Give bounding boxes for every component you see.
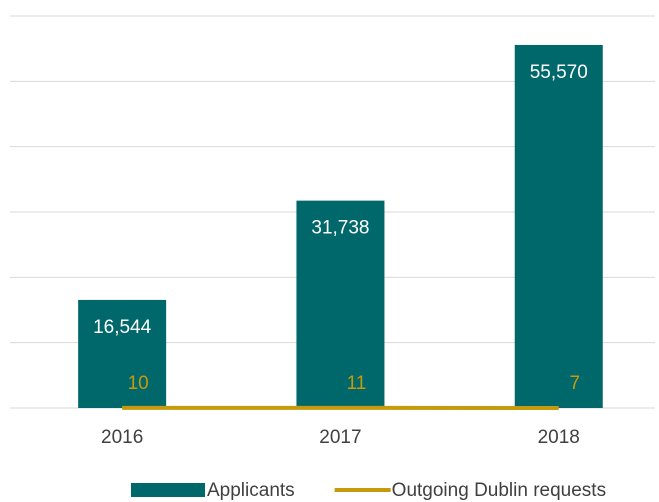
bar (514, 44, 603, 409)
x-tick-label: 2016 (101, 427, 143, 448)
data-label: 11 (347, 373, 367, 394)
legend-label: Applicants (207, 480, 295, 501)
x-tick-label: 2017 (319, 427, 361, 448)
data-label: 7 (569, 373, 580, 394)
data-label: 55,570 (530, 62, 588, 83)
bar (78, 299, 167, 408)
bar (296, 200, 385, 408)
legend-label: Outgoing Dublin requests (392, 480, 606, 501)
x-tick-label: 2018 (538, 427, 580, 448)
legend-swatch (131, 483, 205, 497)
data-label: 10 (128, 373, 149, 394)
data-label: 16,544 (93, 317, 152, 338)
data-label: 31,738 (311, 218, 369, 239)
